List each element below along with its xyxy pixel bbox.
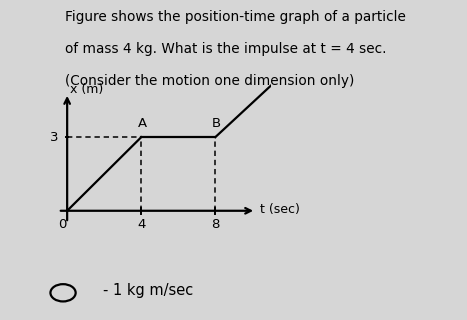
Text: x (m): x (m) — [70, 83, 103, 96]
Text: - 1 kg m/sec: - 1 kg m/sec — [103, 283, 193, 298]
Text: Figure shows the position-time graph of a particle: Figure shows the position-time graph of … — [65, 10, 406, 24]
Text: of mass 4 kg. What is the impulse at t = 4 sec.: of mass 4 kg. What is the impulse at t =… — [65, 42, 387, 56]
Text: (Consider the motion one dimension only): (Consider the motion one dimension only) — [65, 74, 355, 88]
Text: B: B — [212, 117, 221, 130]
Text: 4: 4 — [137, 218, 145, 231]
Text: t (sec): t (sec) — [260, 203, 300, 216]
Text: 3: 3 — [50, 131, 59, 144]
Text: 8: 8 — [211, 218, 219, 231]
Text: 0: 0 — [58, 218, 67, 231]
Text: A: A — [138, 117, 147, 130]
